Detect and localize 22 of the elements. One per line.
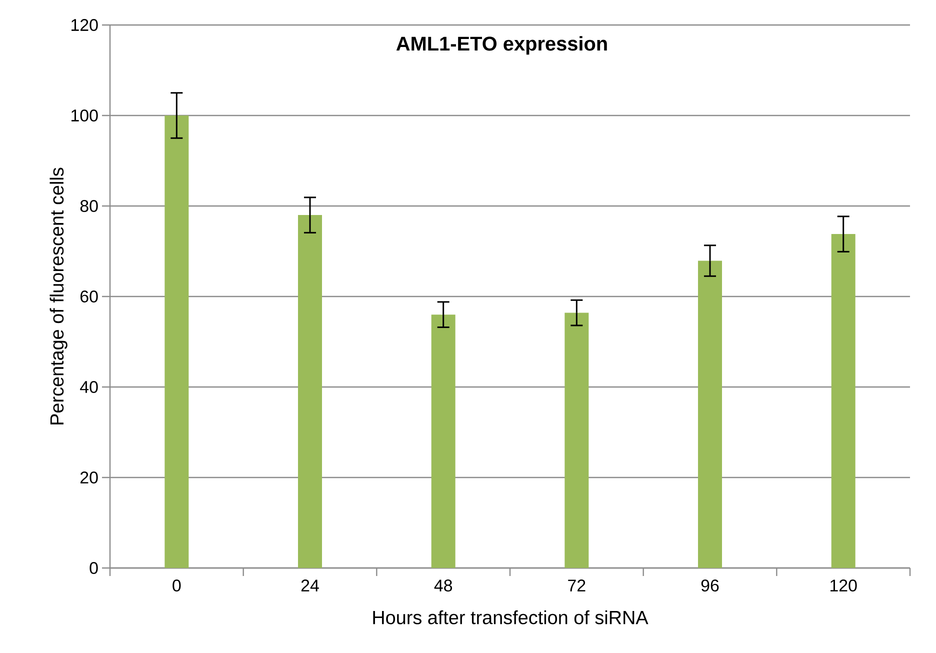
text: AML1-ETO expression — [396, 36, 607, 55]
y-tick-label: 60 — [80, 290, 98, 302]
y-tick-label: 0 — [90, 562, 98, 574]
y-tick-label: 120 — [72, 18, 98, 31]
y-tick-label: 20 — [80, 472, 98, 484]
x-tick-label: 72 — [568, 580, 586, 592]
x-tick-label: 96 — [701, 580, 719, 592]
x-tick-label: 120 — [830, 580, 857, 592]
bar — [698, 260, 722, 568]
y-tick-label: 100 — [72, 109, 98, 122]
bar — [564, 312, 589, 568]
y-tick-label: 40 — [80, 381, 98, 393]
bar — [431, 314, 456, 568]
x-tick-label: 24 — [301, 580, 319, 592]
x-tick-label: 48 — [434, 580, 452, 592]
bar — [298, 215, 322, 568]
y-axis-title: Percentage of fluorescent cells — [50, 168, 68, 424]
x-axis-title: Hours after transfection of siRNA — [373, 610, 648, 624]
x-tick-label: 0 — [172, 580, 181, 592]
y-tick-label: 80 — [80, 200, 98, 212]
bar — [831, 234, 856, 568]
bar — [164, 115, 189, 568]
